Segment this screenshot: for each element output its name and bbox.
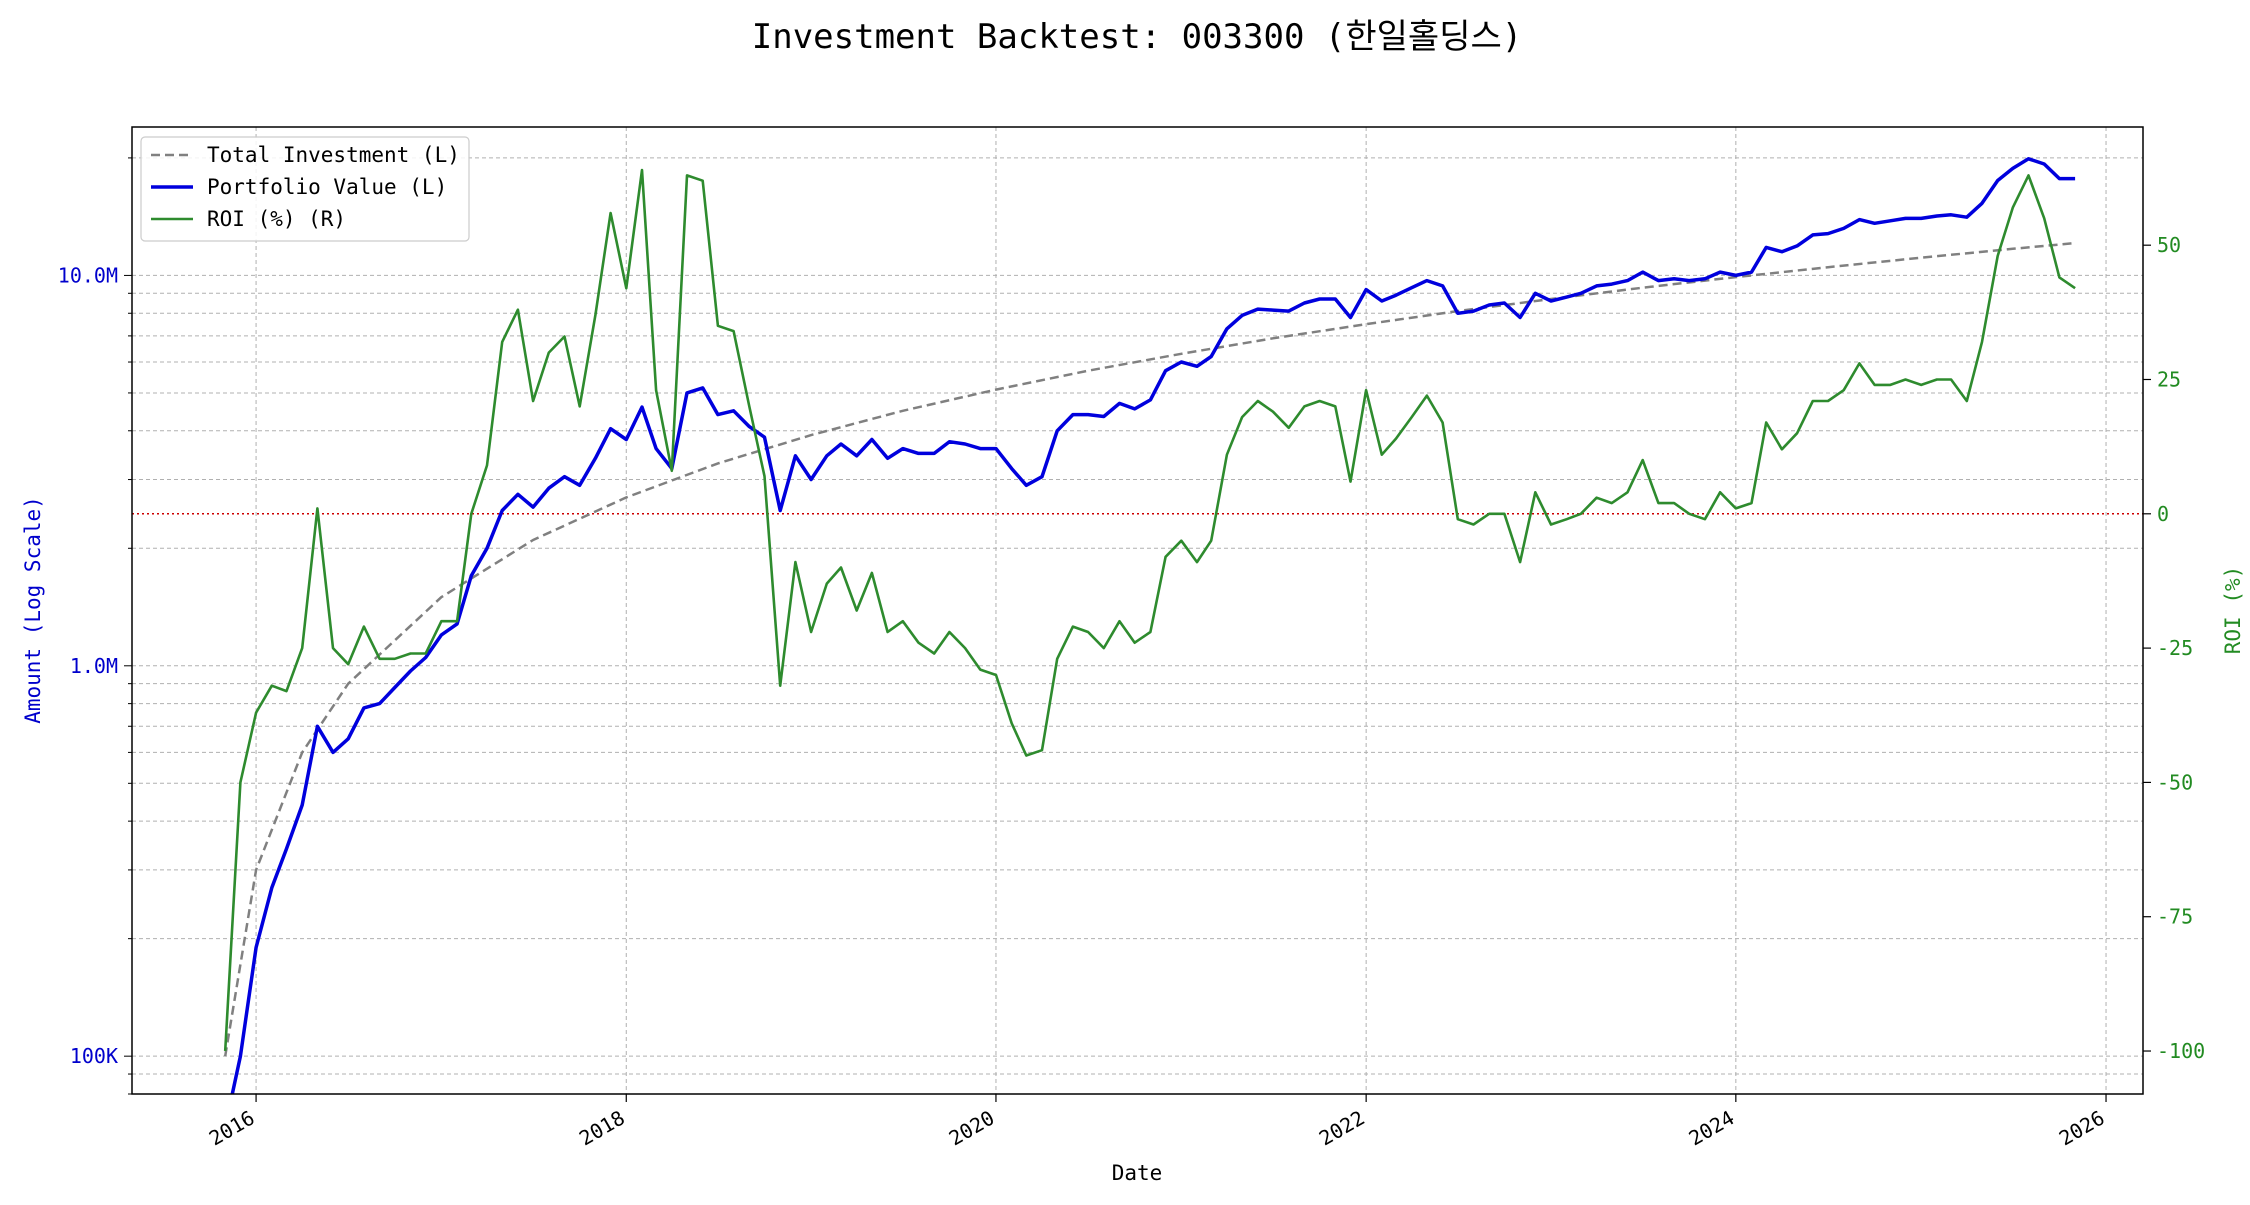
y-right-tick-label: -25 <box>2157 636 2193 660</box>
y-right-tick-label: 50 <box>2157 233 2181 257</box>
legend-box <box>140 136 470 242</box>
legend-entry: Portfolio Value (L) <box>207 175 447 199</box>
y-right-tick-label: -50 <box>2157 770 2193 794</box>
y-left-tick-label: 10.0M <box>58 263 118 287</box>
legend: Total Investment (L) Portfolio Value (L) R… <box>140 136 470 242</box>
y-right-tick-label: 0 <box>2157 502 2169 526</box>
roi-line <box>223 168 2076 1052</box>
x-tick-label: 2018 <box>575 1106 629 1151</box>
axes: 2016 2018 2020 2022 2024 2026 100K 1.0M 10.0M -10… <box>58 126 2205 1151</box>
x-axis-label: Date <box>1112 1161 1163 1185</box>
portfolio-value-line <box>230 157 2076 1095</box>
chart-title: Investment Backtest: 003300 (한일홀딩스) <box>752 17 1523 57</box>
legend-entry: Total Investment (L) <box>207 143 460 167</box>
series-lines <box>223 157 2076 1095</box>
grid <box>132 127 2143 1095</box>
y-right-tick-label: -100 <box>2157 1039 2205 1063</box>
x-tick-label: 2020 <box>945 1106 999 1151</box>
plot-frame <box>131 126 2144 1095</box>
x-tick-label: 2026 <box>2055 1106 2109 1151</box>
legend-entry: ROI (%) (R) <box>207 207 346 231</box>
y-right-axis-label: ROI (%) <box>2221 566 2245 655</box>
y-right-tick-label: -75 <box>2157 905 2193 929</box>
x-tick-label: 2022 <box>1315 1106 1369 1151</box>
y-left-tick-label: 100K <box>70 1044 118 1068</box>
x-tick-label: 2024 <box>1685 1106 1739 1151</box>
y-left-tick-label: 1.0M <box>70 654 118 678</box>
y-right-tick-label: 25 <box>2157 367 2181 391</box>
x-tick-label: 2016 <box>205 1106 259 1151</box>
total-investment-line <box>223 241 2076 1057</box>
y-left-axis-label: Amount (Log Scale) <box>21 496 45 724</box>
